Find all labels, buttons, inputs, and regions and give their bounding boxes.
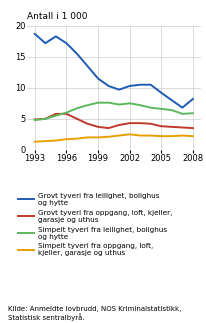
Legend: Grovt tyveri fra leilighet, bolighus
og hytte, Grovt tyveri fra oppgang, loft, k: Grovt tyveri fra leilighet, bolighus og … xyxy=(18,193,171,256)
Text: Antall i 1 000: Antall i 1 000 xyxy=(27,12,87,21)
Text: Kilde: Anmeldte lovbrudd, NOS Kriminalstatistikk,
Statistisk sentralbyrå.: Kilde: Anmeldte lovbrudd, NOS Kriminalst… xyxy=(8,306,181,321)
